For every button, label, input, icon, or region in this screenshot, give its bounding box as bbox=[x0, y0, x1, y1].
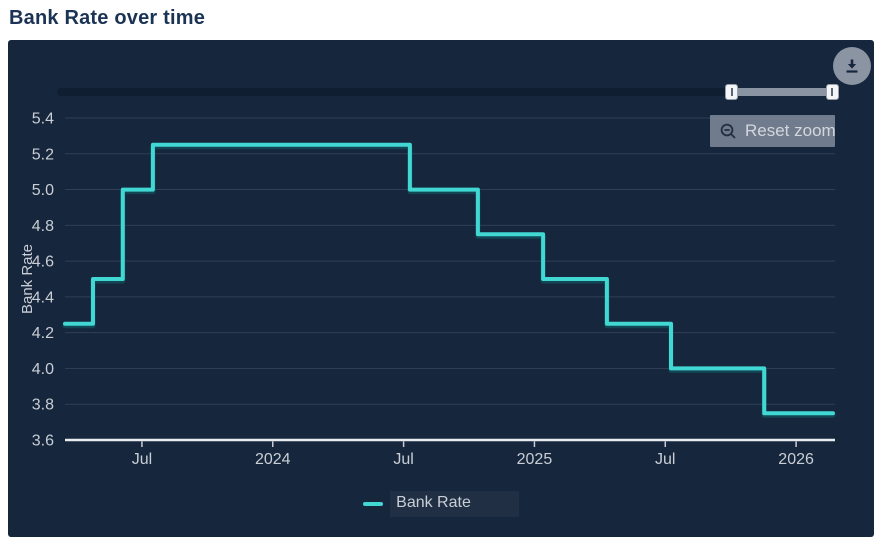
y-axis-tick-label: 4.4 bbox=[32, 289, 54, 306]
download-button[interactable] bbox=[833, 47, 871, 85]
legend-line-marker bbox=[363, 502, 384, 506]
x-axis-tick-label: Jul bbox=[393, 451, 413, 468]
series-line-bank-rate bbox=[63, 142, 835, 416]
x-axis-tick-label: 2026 bbox=[778, 451, 814, 468]
reset-zoom-label: Reset zoom bbox=[745, 121, 836, 140]
page-title: Bank Rate over time bbox=[9, 7, 206, 29]
range-slider-right-handle[interactable] bbox=[825, 84, 839, 100]
range-slider-left-handle[interactable] bbox=[725, 84, 739, 100]
download-icon bbox=[842, 56, 862, 76]
y-axis-tick-label: 4.2 bbox=[32, 325, 54, 342]
legend-label: Bank Rate bbox=[390, 491, 519, 517]
chart-card: 3.6 3.8 4.0 4.2 4.4 4.6 4.8 5.0 5.2 5.4 Bank Rate J… bbox=[8, 40, 874, 537]
x-axis-tick-label: Jul bbox=[132, 451, 152, 468]
y-axis-tick-label: 4.6 bbox=[32, 254, 54, 271]
range-slider-selected-range[interactable] bbox=[731, 88, 833, 96]
plot-area[interactable] bbox=[65, 108, 835, 440]
legend-item-bank-rate[interactable]: Bank Rate bbox=[363, 491, 519, 517]
range-slider[interactable] bbox=[57, 84, 840, 100]
zoom-out-icon bbox=[719, 122, 738, 141]
y-axis-tick-label: 5.0 bbox=[32, 182, 54, 199]
x-axis-tick-label: Jul bbox=[655, 451, 675, 468]
y-axis-tick-label: 5.2 bbox=[32, 146, 54, 163]
x-axis-tick-label: 2024 bbox=[255, 451, 291, 468]
y-axis-title: Bank Rate bbox=[19, 244, 36, 314]
range-slider-track[interactable] bbox=[57, 88, 840, 96]
y-axis-tick-label: 5.4 bbox=[32, 111, 54, 128]
bank-rate-chart: 3.6 3.8 4.0 4.2 4.4 4.6 4.8 5.0 5.2 5.4 Bank Rate J… bbox=[19, 108, 836, 468]
y-axis-tick-label: 3.6 bbox=[32, 433, 54, 450]
x-axis-tick-label: 2025 bbox=[517, 451, 553, 468]
y-axis-tick-label: 3.8 bbox=[32, 397, 54, 414]
reset-zoom-button[interactable]: Reset zoom bbox=[710, 115, 836, 147]
y-axis-tick-label: 4.8 bbox=[32, 218, 54, 235]
legend: Bank Rate bbox=[8, 491, 874, 517]
y-axis-tick-label: 4.0 bbox=[32, 361, 54, 378]
